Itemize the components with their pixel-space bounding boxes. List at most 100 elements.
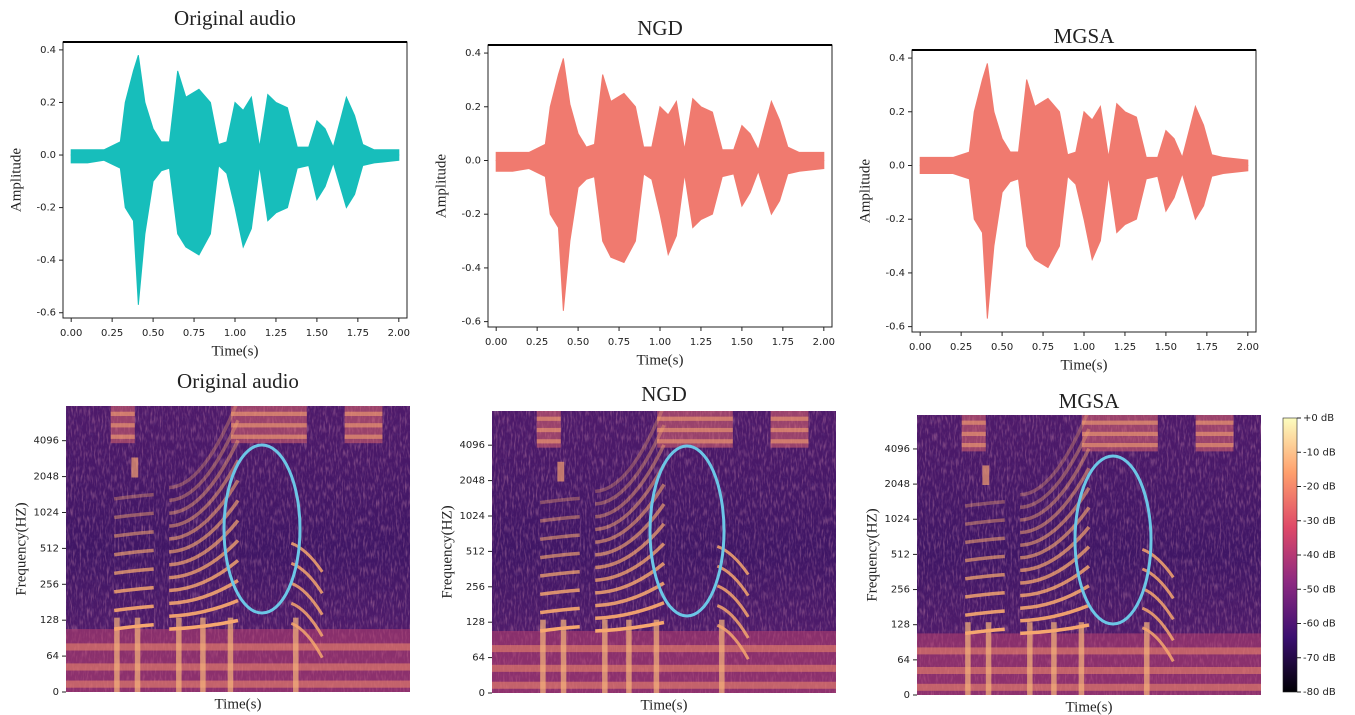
low-column: [985, 622, 992, 695]
low-column: [200, 617, 206, 692]
panel: Original audio Time(s) Frequency(HZ) 0 64 128…: [13, 369, 410, 712]
high-stripe: [657, 439, 733, 444]
low-column: [719, 619, 725, 693]
y-tick-label: -0.6: [461, 317, 481, 328]
low-stripe: [492, 681, 836, 689]
harmonic: [595, 620, 665, 633]
x-tick-label: 0.00: [909, 342, 931, 353]
low-column: [1078, 622, 1085, 695]
y-tick-label: 0.2: [40, 97, 56, 108]
fricative: [982, 465, 990, 485]
low-stripe: [66, 663, 410, 671]
harmonic: [1020, 415, 1089, 497]
harmonic: [539, 496, 580, 505]
harmonic: [1141, 547, 1175, 579]
harmonic: [539, 624, 580, 633]
harmonic: [716, 544, 750, 576]
low-stripe: [66, 680, 410, 688]
colorbar-tick-label: -70 dB: [1303, 653, 1336, 664]
low-stripe: [492, 664, 836, 672]
low-column: [1051, 622, 1057, 695]
harmonic: [595, 522, 666, 570]
x-tick-label: 1.50: [1155, 342, 1177, 353]
x-tick-label: 1.75: [772, 337, 794, 348]
harmonic: [964, 500, 1005, 508]
harmonic: [595, 503, 666, 557]
y-tick-label: -0.2: [885, 214, 905, 225]
x-tick-label: 0.75: [183, 328, 205, 339]
harmonic: [1020, 428, 1091, 510]
harmonic: [113, 548, 154, 557]
y-tick-label: 4096: [885, 444, 910, 455]
harmonic: [1020, 447, 1091, 522]
spectrogram-image: [66, 406, 410, 692]
harmonic: [595, 542, 666, 582]
spectrogram-image: [492, 411, 836, 693]
high-stripe: [110, 434, 135, 439]
x-axis-label: Time(s): [1061, 357, 1108, 373]
y-tick-label: 512: [466, 546, 485, 557]
high-stripe: [657, 416, 733, 421]
harmonic: [1020, 603, 1090, 623]
harmonic: [964, 627, 1005, 636]
harmonic: [964, 572, 1005, 581]
harmonic: [1141, 567, 1175, 600]
chart-title: NGD: [641, 382, 687, 406]
low-column: [653, 619, 660, 693]
harmonic: [964, 536, 1005, 545]
harmonic: [539, 533, 580, 542]
y-tick-label: 0.0: [40, 150, 56, 161]
highlight-ellipse: [1073, 454, 1153, 626]
x-tick-label: 1.50: [731, 337, 753, 348]
high-stripe: [1082, 431, 1158, 436]
high-stripe: [231, 411, 307, 417]
high-stripe: [536, 416, 561, 421]
highlight-ellipse: [648, 444, 726, 618]
high-stripe: [961, 420, 986, 425]
y-tick-label: 256: [891, 585, 910, 596]
y-axis-label: Frequency(HZ): [864, 508, 880, 601]
harmonic: [964, 609, 1005, 617]
spectrogram-image: [917, 415, 1261, 695]
high-stripe: [231, 434, 307, 439]
panel: MGSA Time(s) Amplitude 0.00 0.25 0.50 0.75 1.00…: [857, 24, 1259, 374]
colorbar: [1282, 417, 1298, 693]
y-tick-label: 0.2: [465, 102, 481, 113]
x-tick-label: 0.75: [608, 337, 630, 348]
y-axis-label: Amplitude: [8, 148, 24, 213]
harmonic: [169, 618, 239, 631]
high-stripe: [1195, 443, 1234, 448]
harmonic: [1020, 525, 1091, 573]
x-tick-label: 1.75: [347, 328, 369, 339]
colorbar-tick-label: -60 dB: [1303, 619, 1336, 630]
y-tick-label: -0.4: [461, 263, 481, 274]
waveform-envelope: [495, 58, 825, 161]
high-stripe: [344, 423, 383, 428]
harmonic: [595, 561, 666, 595]
x-tick-label: 0.50: [567, 337, 589, 348]
harmonic: [1141, 606, 1175, 642]
harmonic: [113, 623, 154, 631]
y-tick-label: -0.4: [885, 268, 905, 279]
x-tick-label: 1.25: [690, 337, 712, 348]
harmonic: [169, 598, 239, 618]
high-stripe: [536, 439, 561, 444]
harmonic: [169, 439, 240, 515]
y-axis-label: Frequency(HZ): [439, 505, 455, 598]
low-stripe: [917, 647, 1261, 655]
colorbar-tick-label: -10 dB: [1303, 447, 1336, 458]
x-tick-label: 1.25: [1114, 342, 1136, 353]
harmonic: [1020, 564, 1091, 598]
low-column: [293, 617, 299, 692]
low-stripe: [917, 683, 1261, 691]
y-tick-label: 64: [472, 653, 485, 664]
harmonic: [539, 569, 580, 578]
x-tick-label: 0.25: [101, 328, 123, 339]
harmonic: [595, 601, 665, 621]
high-stripe: [1195, 431, 1234, 436]
harmonic: [169, 539, 240, 580]
x-tick-label: 0.00: [60, 328, 82, 339]
y-tick-label: -0.2: [36, 203, 56, 214]
harmonic: [169, 499, 240, 554]
